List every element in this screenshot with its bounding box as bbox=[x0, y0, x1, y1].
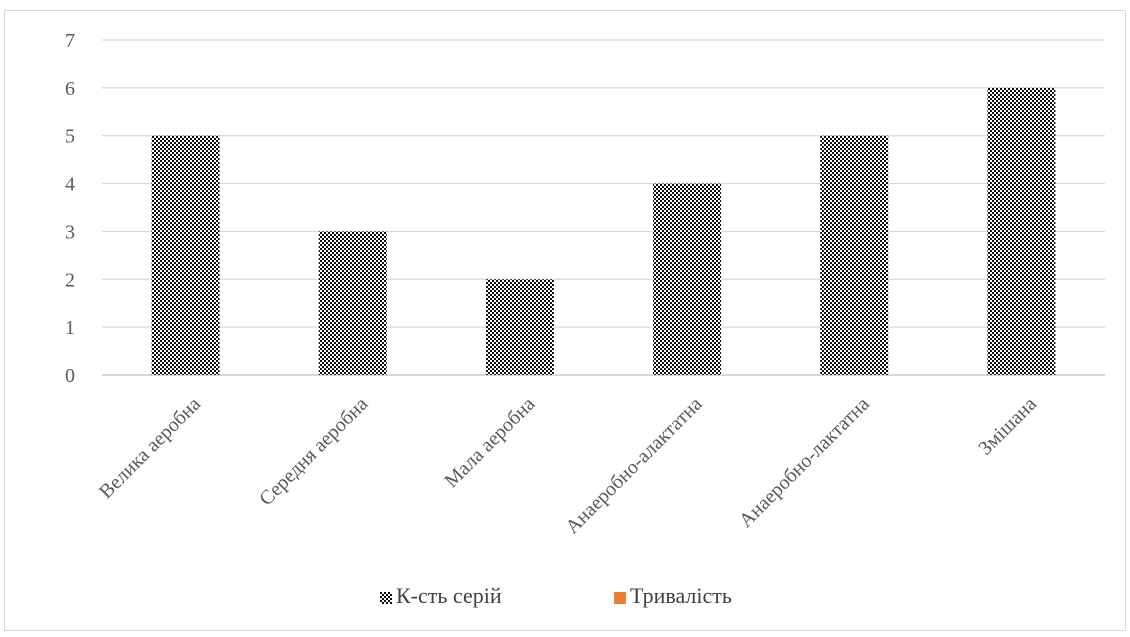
bar bbox=[318, 231, 387, 375]
x-tick-label: Велика аеробна bbox=[95, 393, 205, 503]
bar bbox=[820, 135, 889, 375]
y-tick-label: 4 bbox=[65, 174, 75, 196]
legend-swatch bbox=[614, 592, 626, 604]
y-tick-label: 5 bbox=[65, 126, 75, 148]
gridlines bbox=[102, 39, 1105, 376]
x-tick-label: Мала аеробна bbox=[440, 393, 539, 492]
x-tick-label: Змішана bbox=[974, 393, 1041, 460]
bar bbox=[151, 135, 220, 375]
legend-swatch bbox=[380, 592, 392, 604]
y-tick-label: 0 bbox=[65, 365, 75, 387]
x-tick-label: Анаеробно-алактатна bbox=[561, 393, 706, 538]
y-axis-ticks: 0 1 2 3 4 5 6 7 bbox=[65, 30, 75, 387]
legend-label: К-сть серій bbox=[396, 583, 502, 608]
legend-label: Тривалість bbox=[630, 583, 732, 608]
y-tick-label: 2 bbox=[65, 269, 75, 291]
bar bbox=[653, 183, 722, 375]
y-tick-label: 1 bbox=[65, 317, 75, 339]
bar bbox=[987, 87, 1056, 375]
y-tick-label: 6 bbox=[65, 78, 75, 100]
bars bbox=[151, 87, 1056, 375]
y-tick-label: 3 bbox=[65, 221, 75, 243]
bar bbox=[485, 279, 554, 375]
legend: К-сть серій Тривалість bbox=[380, 583, 732, 608]
x-axis-ticks: Велика аеробна Середня аеробна Мала аеробн… bbox=[95, 393, 1041, 538]
x-tick-label: Середня аеробна bbox=[255, 393, 372, 510]
y-tick-label: 7 bbox=[65, 30, 75, 52]
x-tick-label: Анаеробно-лактатна bbox=[735, 393, 874, 532]
